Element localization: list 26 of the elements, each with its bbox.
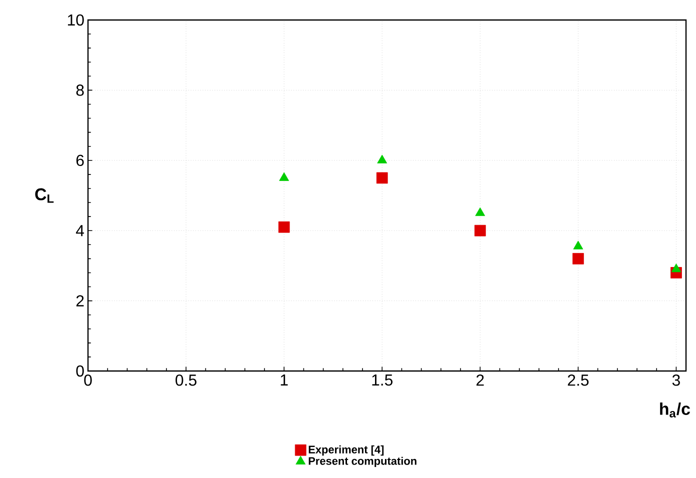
x-tick-label: 2 <box>476 374 484 386</box>
x-tick-label: 0 <box>84 374 92 386</box>
y-tick-label: 6 <box>76 154 84 166</box>
x-tick-label: 0.5 <box>176 374 196 386</box>
point <box>377 154 388 164</box>
point <box>572 253 584 264</box>
point <box>573 240 584 250</box>
y-tick-label: 2 <box>76 295 84 306</box>
point <box>671 264 682 272</box>
point <box>474 224 486 236</box>
y-axis-title: C$_{L}$ <box>35 188 54 203</box>
x-axis-title: h$_{a}$/c <box>660 402 690 418</box>
legend-label: Experiment [4] <box>308 445 384 456</box>
x-tick-label: 2.5 <box>568 374 589 386</box>
point <box>475 207 486 216</box>
x-tick-label: 3 <box>672 374 680 386</box>
x-tick-label: 1.5 <box>372 374 393 386</box>
point <box>278 221 290 233</box>
legend-label: Present computation <box>308 456 416 468</box>
point <box>376 172 388 184</box>
x-tick-label: 1 <box>280 374 288 386</box>
y-tick-label: 0 <box>76 365 84 377</box>
y-tick-label: 4 <box>76 225 84 236</box>
point <box>279 172 290 181</box>
y-tick-label: 10 <box>68 14 84 26</box>
y-tick-label: 8 <box>76 84 84 96</box>
